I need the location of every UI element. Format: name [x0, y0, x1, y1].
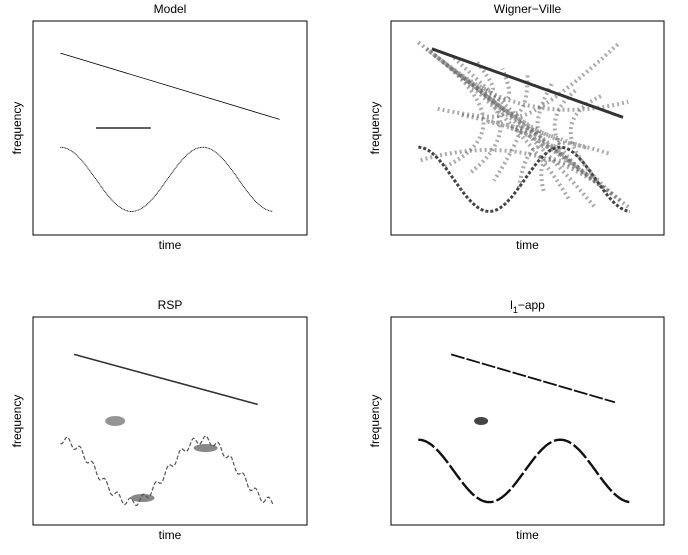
- ridge: [484, 93, 562, 144]
- panel: RSP time frequency: [10, 298, 308, 542]
- ridge: [450, 67, 629, 112]
- ridge: [450, 353, 616, 404]
- panel: l1−app time frequency: [368, 298, 665, 542]
- ridge: [418, 438, 631, 504]
- ridge: [417, 40, 495, 93]
- y-axis-label: frequency: [10, 102, 24, 155]
- ridge: [73, 353, 258, 406]
- blob: [193, 444, 218, 452]
- panel-title: l1−app: [510, 298, 545, 315]
- title-text: RSP: [158, 298, 183, 312]
- panel: Wigner−Ville time frequency: [368, 2, 665, 252]
- blob: [474, 417, 489, 425]
- ridge: [60, 435, 274, 506]
- y-axis-label: frequency: [368, 102, 382, 155]
- panel: Model time frequency: [10, 2, 308, 252]
- x-axis-label: time: [159, 528, 182, 542]
- panel-title: RSP: [158, 298, 183, 312]
- ridge: [517, 144, 563, 188]
- axes-box: [32, 20, 308, 236]
- y-axis-label: frequency: [368, 395, 382, 448]
- ridge: [492, 119, 523, 182]
- x-axis-label: time: [159, 238, 182, 252]
- ridge: [431, 47, 624, 119]
- ridge: [434, 100, 505, 119]
- title-text: Model: [154, 2, 187, 16]
- title-text: l: [510, 298, 513, 312]
- title-text: Wigner−Ville: [494, 2, 562, 16]
- title-subscript: 1: [513, 305, 518, 315]
- ridge: [60, 146, 273, 212]
- axes-box: [390, 20, 665, 236]
- ridge: [450, 54, 596, 183]
- ridge: [459, 112, 538, 137]
- axes-box: [32, 316, 308, 526]
- ridge: [425, 47, 554, 150]
- ridge: [418, 145, 631, 214]
- title-text: −app: [518, 298, 545, 312]
- panel-title: Model: [154, 2, 187, 16]
- ridge: [485, 119, 580, 170]
- x-axis-label: time: [516, 528, 539, 542]
- blob: [105, 416, 126, 426]
- ridge: [417, 147, 613, 196]
- ridge: [425, 47, 572, 202]
- ridge: [510, 126, 622, 202]
- axes-box: [390, 316, 665, 526]
- y-axis-label: frequency: [10, 395, 24, 448]
- panel-title: Wigner−Ville: [494, 2, 562, 16]
- ridge: [60, 52, 280, 120]
- blob: [130, 494, 155, 502]
- x-axis-label: time: [516, 238, 539, 252]
